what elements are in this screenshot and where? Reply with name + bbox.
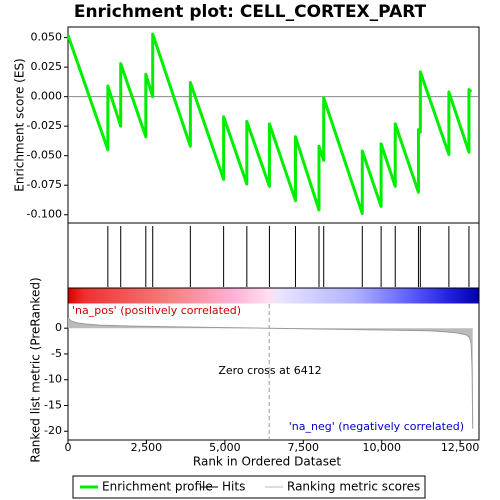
color-bar bbox=[68, 288, 479, 304]
y-tick-label: -20 bbox=[44, 424, 62, 437]
y-tick-label: -0.050 bbox=[27, 149, 62, 162]
x-tick-label: 5,000 bbox=[209, 441, 241, 454]
annotation: Zero cross at 6412 bbox=[218, 364, 321, 377]
metric-area bbox=[68, 317, 473, 429]
x-tick-label: 0 bbox=[65, 441, 72, 454]
y-tick-label: 0 bbox=[55, 321, 62, 334]
y-tick-label: -0.075 bbox=[27, 178, 62, 191]
y-tick-label: -5 bbox=[51, 347, 62, 360]
x-tick-label: 10,000 bbox=[362, 441, 401, 454]
es-frame bbox=[67, 26, 480, 224]
chart-title: Enrichment plot: CELL_CORTEX_PART bbox=[74, 2, 427, 22]
legend-label: Enrichment profile bbox=[102, 480, 213, 494]
y-axis-label: Enrichment score (ES) bbox=[13, 58, 27, 191]
y-tick-label: -0.100 bbox=[27, 208, 62, 221]
hits-frame bbox=[67, 222, 480, 289]
y-tick-label: -0.025 bbox=[27, 119, 62, 132]
x-axis-label: Rank in Ordered Dataset bbox=[193, 455, 341, 469]
legend-label: Ranking metric scores bbox=[287, 480, 420, 494]
y-tick-label: 0.000 bbox=[31, 90, 63, 103]
y-tick-label: 0.025 bbox=[31, 60, 63, 73]
y-tick-label: -15 bbox=[44, 398, 62, 411]
annotation: 'na_neg' (negatively correlated) bbox=[289, 420, 464, 433]
metric-frame bbox=[67, 287, 480, 441]
y-tick-label: 0.050 bbox=[31, 31, 63, 44]
annotation: 'na_pos' (positively correlated) bbox=[72, 304, 241, 317]
legend-label: Hits bbox=[222, 480, 245, 494]
y-axis-label: Ranked list metric (PreRanked) bbox=[29, 277, 43, 462]
legend bbox=[72, 475, 426, 499]
metric-line bbox=[67, 317, 474, 429]
y-tick-label: -10 bbox=[44, 373, 62, 386]
es-line bbox=[66, 32, 473, 216]
x-tick-label: 12,500 bbox=[441, 441, 480, 454]
x-tick-label: 7,500 bbox=[288, 441, 320, 454]
x-tick-label: 2,500 bbox=[131, 441, 163, 454]
